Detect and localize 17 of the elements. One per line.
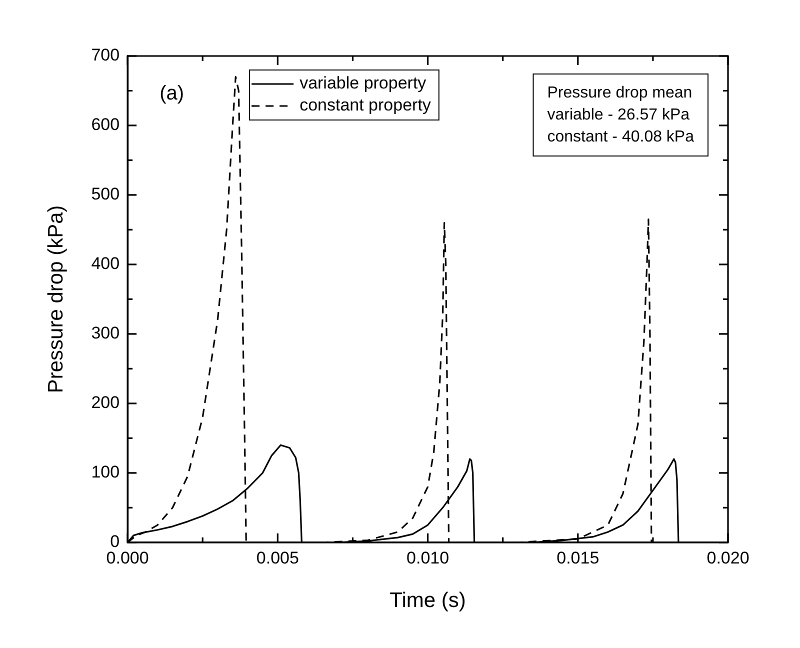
- y-tick-label: 700: [91, 46, 120, 65]
- annotation: Pressure drop mean variable - 26.57 kPa constant - 40.08 kPa: [547, 84, 694, 146]
- y-tick-label: 100: [91, 462, 120, 482]
- x-tick-label: 0.010: [406, 548, 450, 568]
- y-axis-title: Pressure drop (kPa): [44, 205, 68, 394]
- annotation: (a): [160, 82, 184, 105]
- legend-label: variable property: [300, 74, 427, 93]
- x-tick-label: 0.020: [706, 548, 750, 568]
- y-tick-label: 200: [91, 393, 120, 412]
- y-tick-label: 300: [91, 324, 120, 343]
- x-tick-label: 0.015: [556, 548, 600, 568]
- y-tick-label: 500: [91, 184, 120, 204]
- y-tick-label: 400: [91, 254, 120, 274]
- y-tick-label: 600: [91, 115, 120, 134]
- legend-label: constant property: [300, 96, 432, 115]
- x-tick-label: 0.005: [256, 548, 299, 568]
- x-axis-title: Time (s): [390, 589, 466, 612]
